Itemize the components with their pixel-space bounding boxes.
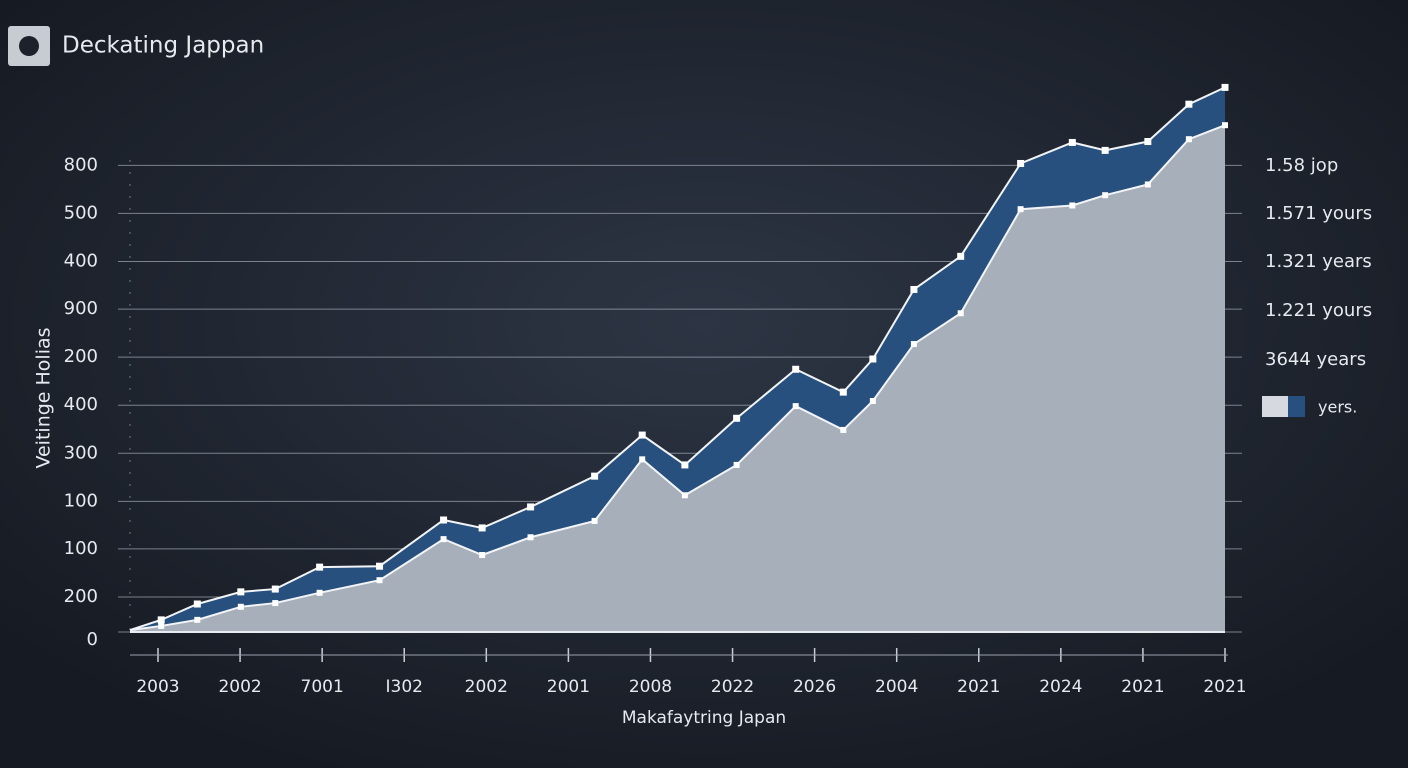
- side-label: 1.321 years: [1265, 251, 1372, 272]
- marker-base: [1069, 202, 1076, 209]
- marker-base: [479, 552, 486, 558]
- marker-base: [1144, 181, 1151, 188]
- app-icon-dot: [19, 36, 39, 56]
- y-tick-label: 300: [64, 442, 98, 463]
- marker-base: [194, 616, 201, 623]
- plot: [129, 83, 1229, 633]
- y-tick-label: 200: [64, 586, 98, 607]
- side-label: 3644 years: [1265, 349, 1366, 370]
- side-label: 1.221 yours: [1265, 300, 1372, 321]
- marker-base: [910, 341, 917, 348]
- y-axis-label: Veitinge Holias: [33, 327, 55, 468]
- marker-top: [271, 585, 279, 593]
- side-label: 1.571 yours: [1265, 203, 1372, 224]
- marker-top: [478, 524, 486, 532]
- marker-base: [840, 426, 847, 433]
- x-tick-label: I302: [385, 677, 422, 697]
- y-tick-label: 100: [64, 538, 98, 559]
- marker-top: [1068, 138, 1076, 146]
- marker-top: [733, 414, 741, 422]
- marker-base: [440, 536, 447, 543]
- marker-top: [1144, 138, 1152, 146]
- x-tick-label: 2002: [218, 677, 261, 697]
- marker-top: [839, 388, 847, 396]
- marker-base: [527, 534, 534, 541]
- legend-label: yers.: [1318, 398, 1357, 417]
- marker-top: [792, 365, 800, 373]
- marker-top: [638, 431, 646, 439]
- marker-top: [591, 472, 599, 480]
- marker-base: [639, 456, 646, 463]
- x-tick-label: 2002: [465, 677, 508, 697]
- y-tick-label: 100: [64, 490, 98, 511]
- marker-base: [1017, 206, 1024, 213]
- legend-swatch: [1262, 396, 1288, 417]
- marker-top: [316, 563, 324, 571]
- marker-top: [1017, 159, 1025, 167]
- marker-base: [1222, 122, 1228, 129]
- y-tick-label: 0: [87, 629, 98, 650]
- x-tick-label: 2024: [1039, 677, 1082, 697]
- x-tick-label: 2022: [711, 677, 754, 697]
- y-tick-label: 400: [64, 250, 98, 271]
- marker-top: [440, 516, 448, 524]
- marker-base: [376, 577, 383, 584]
- marker-top: [527, 503, 535, 511]
- x-tick-label: 2026: [793, 677, 836, 697]
- marker-top: [1221, 83, 1229, 91]
- marker-top: [237, 588, 245, 596]
- marker-base: [591, 517, 598, 524]
- x-tick-label: 2021: [1121, 677, 1164, 697]
- x-tick-label: 2021: [1203, 677, 1246, 697]
- x-tick-label: 2003: [136, 677, 179, 697]
- x-tick-label: 2021: [957, 677, 1000, 697]
- marker-top: [376, 562, 384, 570]
- marker-base: [792, 403, 799, 410]
- marker-top: [681, 461, 689, 469]
- x-tick-label: 2004: [875, 677, 918, 697]
- side-label: 1.58 jop: [1265, 155, 1338, 176]
- marker-base: [869, 398, 876, 404]
- y-tick-label: 400: [64, 394, 98, 415]
- x-tick-label: 2001: [547, 677, 590, 697]
- marker-base: [272, 600, 279, 607]
- marker-top: [193, 600, 201, 608]
- marker-top: [869, 355, 877, 363]
- marker-top: [957, 252, 965, 260]
- marker-base: [733, 461, 740, 468]
- marker-base: [237, 603, 244, 610]
- marker-top: [1185, 100, 1193, 108]
- chart-title: Deckating Jappan: [62, 33, 264, 59]
- marker-base: [1185, 136, 1192, 143]
- marker-base: [1102, 192, 1109, 199]
- y-tick-label: 800: [64, 154, 98, 175]
- marker-base: [316, 589, 323, 596]
- marker-base: [158, 622, 165, 629]
- marker-base: [957, 310, 964, 317]
- y-tick-label: 200: [64, 346, 98, 367]
- x-tick-label: 7001: [301, 677, 344, 697]
- side-labels: 1.58 jop 1.571 yours 1.321 years 1.221 your…: [1262, 155, 1372, 417]
- marker-top: [157, 616, 165, 624]
- marker-top: [1101, 146, 1109, 154]
- marker-top: [910, 285, 918, 293]
- marker-base: [681, 492, 688, 499]
- area-base: [130, 125, 1225, 632]
- legend-swatch: [1288, 396, 1305, 417]
- x-axis-label: Makafaytring Japan: [622, 708, 786, 728]
- y-tick-label: 500: [64, 202, 98, 223]
- y-tick-label: 900: [64, 298, 98, 319]
- x-tick-label: 2008: [629, 677, 672, 697]
